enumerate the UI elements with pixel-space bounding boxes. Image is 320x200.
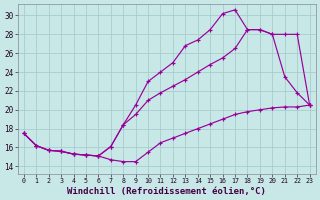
X-axis label: Windchill (Refroidissement éolien,°C): Windchill (Refroidissement éolien,°C): [67, 187, 266, 196]
